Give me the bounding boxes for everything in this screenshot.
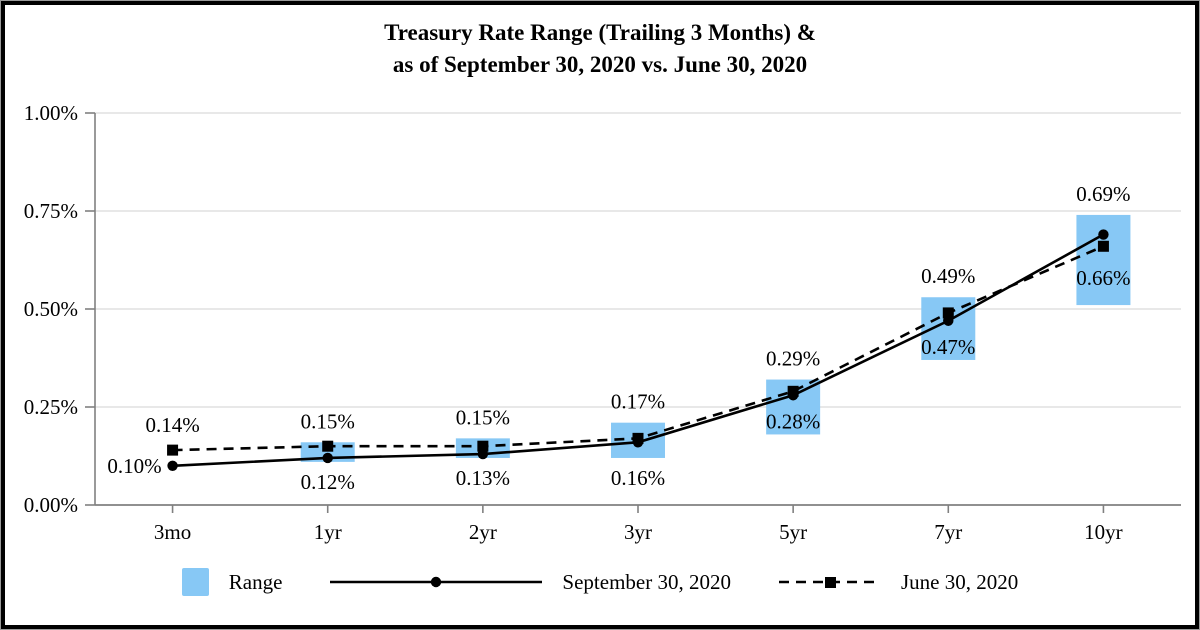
september-marker-5yr — [787, 390, 799, 401]
september-data-label-2yr: 0.13% — [456, 466, 510, 490]
x-category-label-3mo: 3mo — [154, 520, 191, 544]
june-marker-7yr — [942, 307, 954, 319]
x-category-label-3yr: 3yr — [624, 520, 652, 544]
y-tick-label: 1.00% — [24, 101, 78, 125]
september-data-label-1yr: 0.12% — [301, 470, 355, 494]
legend-item-range: Range — [181, 568, 283, 596]
september-data-label-5yr: 0.28% — [766, 409, 820, 433]
june-marker-3mo — [167, 444, 179, 456]
june-marker-2yr — [477, 440, 489, 452]
legend-item-june: June 30, 2020 — [778, 569, 1019, 595]
legend-label-june: June 30, 2020 — [900, 569, 1019, 594]
y-tick-label: 0.50% — [24, 297, 78, 321]
september-data-label-7yr: 0.47% — [921, 335, 975, 359]
chart-title-line2: as of September 30, 2020 vs. June 30, 20… — [392, 52, 808, 77]
solid-line-circle-marker-icon — [330, 576, 543, 588]
legend-label-september: September 30, 2020 — [562, 569, 731, 594]
y-tick-label: 0.25% — [24, 395, 78, 419]
x-category-label-5yr: 5yr — [779, 520, 807, 544]
june-data-label-2yr: 0.15% — [456, 405, 510, 429]
june-data-label-10yr: 0.66% — [1076, 266, 1130, 290]
june-data-label-5yr: 0.29% — [766, 347, 820, 371]
june-data-label-1yr: 0.15% — [301, 409, 355, 433]
legend: Range September 30, 2020 June 30, 2020 — [0, 568, 1200, 596]
september-marker-3yr — [632, 437, 644, 448]
september-data-label-3yr: 0.16% — [611, 466, 665, 490]
september-marker-10yr — [1098, 229, 1109, 240]
y-tick-label: 0.00% — [24, 493, 78, 517]
september-marker-1yr — [322, 452, 333, 464]
september-data-label-10yr: 0.69% — [1076, 182, 1130, 206]
range-swatch-icon — [181, 568, 209, 596]
dashed-line-square-marker-icon — [778, 577, 881, 588]
x-category-label-1yr: 1yr — [314, 520, 342, 544]
legend-label-range: Range — [228, 569, 283, 594]
x-category-label-10yr: 10yr — [1084, 520, 1123, 544]
june-marker-10yr — [1097, 240, 1109, 252]
june-data-label-7yr: 0.49% — [921, 264, 975, 288]
september-marker-7yr — [943, 315, 954, 326]
legend-item-september: September 30, 2020 — [330, 570, 731, 595]
x-category-label-7yr: 7yr — [934, 520, 962, 544]
range-bar-10yr — [1076, 214, 1131, 306]
x-category-label-2yr: 2yr — [469, 520, 497, 544]
june-data-label-3mo: 0.14% — [145, 413, 199, 437]
june-data-label-3yr: 0.17% — [611, 390, 665, 414]
september-marker-2yr — [477, 448, 489, 460]
september-data-label-3mo: 0.10% — [107, 454, 161, 478]
june-marker-1yr — [322, 440, 334, 452]
september-marker-3mo — [167, 460, 178, 471]
chart-title-line1: Treasury Rate Range (Trailing 3 Months) … — [384, 20, 816, 45]
y-tick-label: 0.75% — [24, 199, 78, 223]
chart-title: Treasury Rate Range (Trailing 3 Months) … — [0, 17, 1200, 81]
